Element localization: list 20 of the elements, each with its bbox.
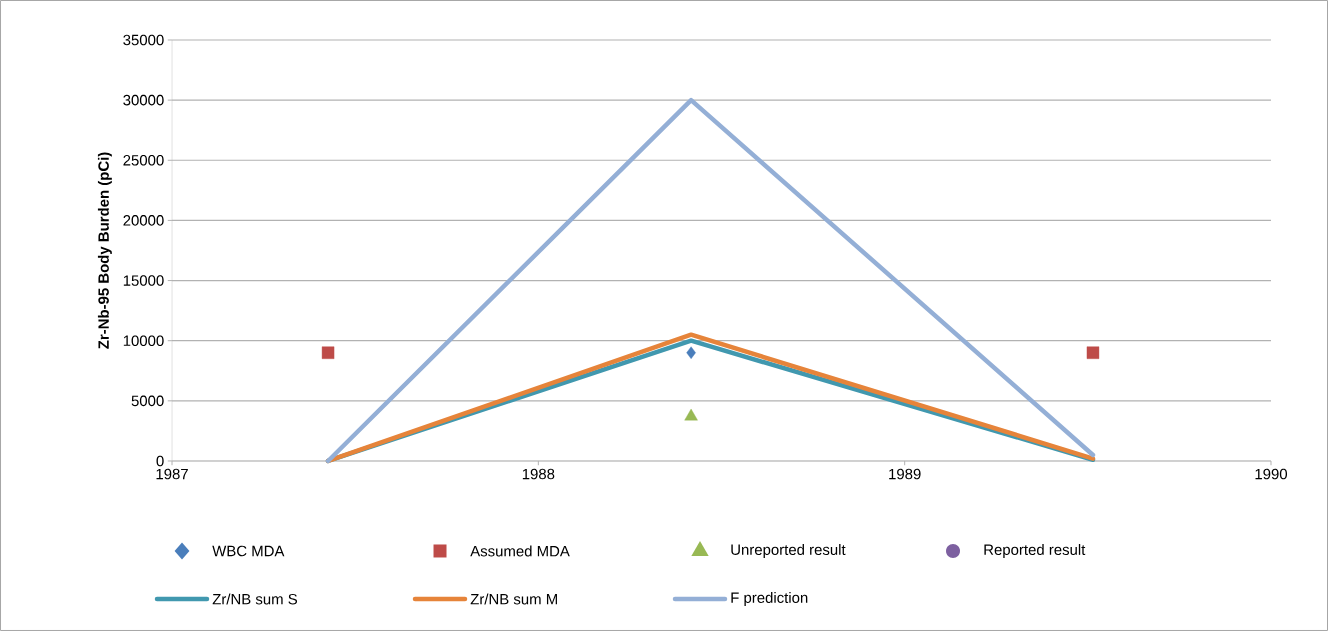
x-tick-label: 1990 [1255,468,1288,480]
y-tick-label: 5000 [131,395,164,407]
y-tick-label: 20000 [123,215,164,226]
y-tick-label: 35000 [123,34,164,46]
legend-label: Reported result [984,544,1086,558]
legend-label: Unreported result [731,544,846,558]
y-axis-title: Zr-Nb-95 Body Burden (pCi) [97,152,112,349]
x-tick-label: 1988 [522,468,555,480]
legend-label: Zr/NB sum S [212,593,298,605]
y-tick-label: 15000 [123,275,164,286]
y-tick-label: 10000 [123,335,164,346]
legend-label: Zr/NB sum M [470,593,557,605]
legend-label: F prediction [731,592,808,606]
y-tick-label: 30000 [123,94,164,106]
legend-label: Assumed MDA [470,545,570,557]
x-tick-label: 1987 [156,468,188,480]
legend-label: WBC MDA [212,545,285,557]
y-tick-label: 25000 [123,154,164,166]
y-tick-label: 0 [156,455,164,467]
x-tick-label: 1989 [889,468,921,480]
